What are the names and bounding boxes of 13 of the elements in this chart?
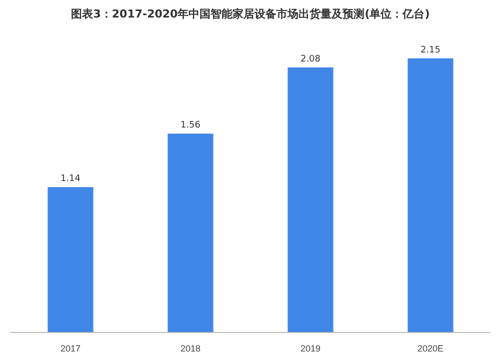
- x-tick-label: 2019: [300, 344, 321, 354]
- data-label: 1.56: [180, 120, 201, 131]
- data-label: 1.14: [60, 174, 81, 184]
- data-label: 2.08: [300, 54, 321, 64]
- bar: [48, 187, 94, 332]
- bar: [168, 134, 214, 332]
- x-tick-label: 2020E: [417, 344, 444, 354]
- bar: [288, 67, 334, 332]
- chart-title: 图表3：2017-2020年中国智能家居设备市场出货量及预测(单位：亿台): [71, 8, 430, 20]
- x-tick-label: 2017: [60, 344, 81, 354]
- x-tick-label: 2018: [180, 344, 201, 354]
- data-label: 2.15: [420, 45, 441, 56]
- bar: [408, 58, 454, 332]
